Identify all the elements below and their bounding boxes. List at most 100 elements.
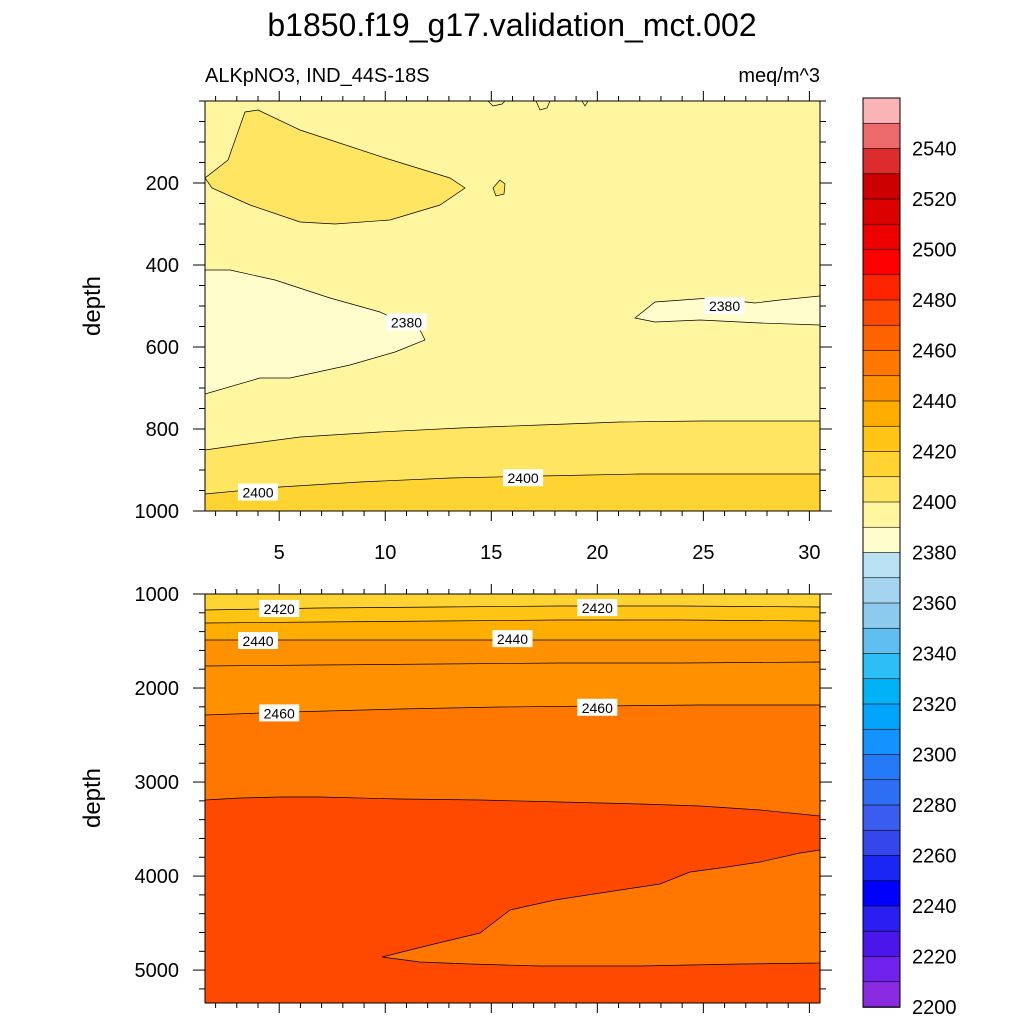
colorbar-swatch (862, 552, 901, 579)
x-tick-label: 15 (480, 542, 502, 564)
colorbar-swatch (862, 981, 901, 1008)
chart-title: b1850.f19_g17.validation_mct.002 (267, 7, 756, 43)
colorbar-swatch (862, 97, 901, 125)
colorbar-label: 2340 (912, 644, 957, 666)
colorbar-label: 2380 (912, 543, 957, 565)
colorbar-swatch (862, 425, 901, 453)
field-2400-dot (492, 179, 506, 197)
colorbar-label: 2440 (912, 391, 957, 413)
colorbar-label: 2360 (912, 593, 957, 615)
svg-text:2440: 2440 (497, 631, 528, 647)
colorbar-swatch (862, 324, 901, 352)
contour-label: 2400 (503, 469, 544, 487)
colorbar-swatch (862, 855, 901, 882)
colorbar-swatch (862, 703, 901, 731)
colorbar-swatch (862, 930, 901, 958)
colorbar-label: 2200 (912, 997, 957, 1019)
contour-label: 2460 (259, 704, 300, 722)
contour-labels-upper: 2380 2380 2400 2400 (238, 297, 745, 501)
svg-text:2380: 2380 (709, 298, 740, 314)
y-tick-label: 4000 (135, 866, 180, 888)
colorbar-swatch (862, 956, 901, 983)
y-tick-label: 800 (146, 419, 179, 441)
colorbar-swatch (862, 779, 901, 806)
y-tick-label: 200 (146, 173, 179, 195)
colorbar-swatch (862, 451, 901, 478)
colorbar-label: 2480 (912, 290, 957, 312)
colorbar-label: 2320 (912, 694, 957, 716)
colorbar-swatch (862, 905, 901, 933)
field-2380-left (205, 269, 426, 395)
colorbar-label: 2260 (912, 846, 957, 868)
colorbar-swatch (862, 299, 901, 327)
svg-text:2400: 2400 (508, 470, 539, 486)
colorbar-swatch (862, 728, 901, 756)
colorbar-swatch (862, 249, 901, 276)
colorbar-label: 2220 (912, 947, 957, 969)
svg-text:2440: 2440 (242, 633, 273, 649)
chart-subtitle-left: ALKpNO3, IND_44S-18S (205, 65, 430, 87)
contour-label: 2400 (238, 483, 279, 501)
colorbar-label: 2400 (912, 492, 957, 514)
colorbar-swatch (862, 350, 901, 377)
colorbar-swatch (862, 754, 901, 781)
contour-label: 2460 (577, 698, 618, 716)
axis-ticks-lower: 1000 2000 3000 4000 5000 (135, 584, 832, 1013)
colorbar-swatch (862, 804, 901, 832)
y-axis-label-lower: depth (79, 768, 106, 828)
colorbar-label: 2520 (912, 189, 957, 211)
y-tick-label: 1000 (135, 584, 180, 606)
colorbar-swatch (862, 602, 901, 630)
y-tick-label: 2000 (135, 678, 180, 700)
colorbar-swatch (862, 653, 901, 680)
contour-labels-lower: 2420 2420 2440 2440 2460 2460 (238, 599, 618, 722)
contour-label: 2440 (492, 630, 533, 648)
x-tick-label: 30 (798, 542, 820, 564)
colorbar-swatch (862, 829, 901, 857)
y-tick-label: 1000 (135, 501, 180, 523)
x-tick-label: 20 (586, 542, 608, 564)
colorbar-swatch (862, 476, 901, 503)
y-tick-label: 400 (146, 255, 179, 277)
y-tick-label: 600 (146, 337, 179, 359)
field-2400-blob (205, 109, 466, 225)
colorbar-swatch (862, 678, 901, 705)
svg-text:2460: 2460 (264, 705, 295, 721)
colorbar-label: 2280 (912, 795, 957, 817)
colorbar-label: 2500 (912, 240, 957, 262)
colorbar-swatch (862, 400, 901, 428)
colorbar: 2540 2520 2500 2480 2460 2440 2420 2400 2380 2360… (862, 97, 957, 1019)
contour-label: 2380 (704, 297, 745, 314)
colorbar-swatch (862, 173, 901, 200)
colorbar-label: 2420 (912, 442, 957, 464)
colorbar-swatch (862, 526, 901, 554)
colorbar-label: 2300 (912, 745, 957, 767)
colorbar-label: 2240 (912, 896, 957, 918)
colorbar-label: 2540 (912, 139, 957, 161)
field-2460-2470-deep (381, 849, 820, 967)
y-axis-label-upper: depth (79, 276, 106, 336)
y-tick-label: 5000 (135, 960, 180, 982)
colorbar-swatch (862, 148, 901, 175)
contour-label: 2420 (259, 600, 300, 618)
svg-text:2460: 2460 (582, 700, 613, 716)
colorbar-swatch (862, 577, 901, 604)
svg-text:2380: 2380 (391, 314, 422, 330)
svg-text:2420: 2420 (582, 600, 613, 616)
colorbar-label: 2460 (912, 341, 957, 363)
contour-label: 2380 (386, 313, 427, 331)
svg-text:2400: 2400 (242, 485, 273, 501)
y-tick-label: 3000 (135, 772, 180, 794)
colorbar-swatch (862, 274, 901, 301)
contour-label: 2420 (577, 599, 618, 617)
x-tick-label: 10 (374, 542, 396, 564)
field-2420-bottom (205, 473, 820, 511)
colorbar-swatch (862, 375, 901, 402)
colorbar-swatch (862, 198, 901, 226)
x-tick-label: 25 (692, 542, 714, 564)
contour-label: 2440 (238, 632, 279, 650)
colorbar-swatch (862, 880, 901, 907)
